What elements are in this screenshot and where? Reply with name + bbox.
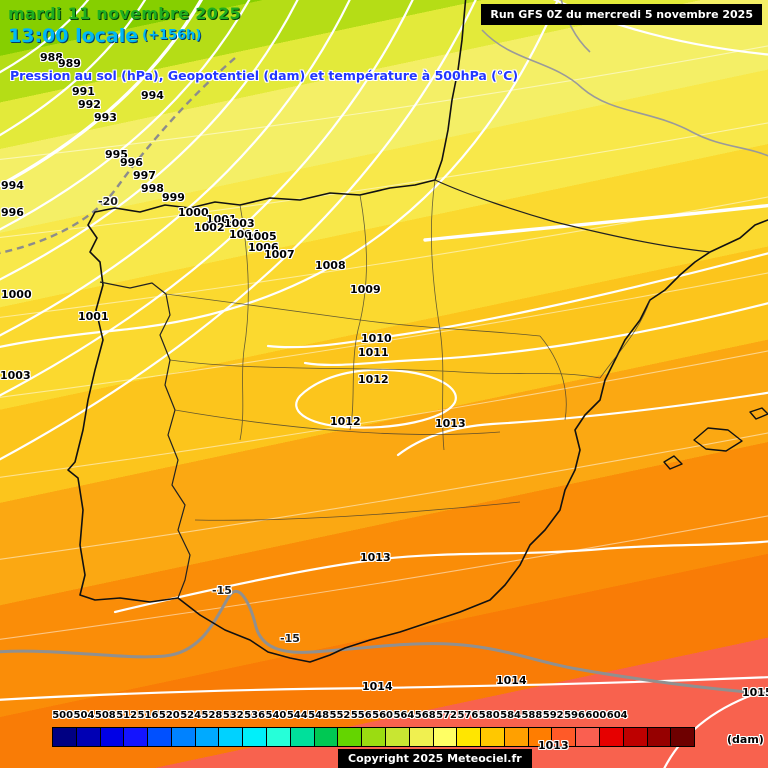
legend-color-cell (528, 728, 553, 746)
thin-white-contours (0, 45, 768, 640)
legend-value: 544 (286, 710, 308, 721)
legend-value: 588 (521, 710, 543, 721)
legend-color-cell (290, 728, 315, 746)
legend-color-cell (53, 728, 77, 746)
legend-value: 576 (457, 710, 479, 721)
isotherm-minus20-line (0, 57, 236, 255)
isotherm-minus15-line (0, 590, 768, 696)
legend-value: 568 (414, 710, 436, 721)
legend-value: 512 (116, 710, 138, 721)
legend-value: 552 (329, 710, 351, 721)
legend-value: 528 (201, 710, 223, 721)
legend-value: 596 (564, 710, 585, 721)
legend-color-cell (76, 728, 101, 746)
legend-color-cell (623, 728, 648, 746)
legend-color-cell (267, 728, 291, 746)
forecast-time: 13:00 locale (+156h) (8, 25, 201, 47)
map-subtitle: Pression au sol (hPa), Geopotentiel (dam… (10, 68, 519, 83)
river-lines (481, 0, 768, 157)
legend-color-cell (243, 728, 268, 746)
legend-value: 516 (137, 710, 159, 721)
legend-unit: (dam) (727, 733, 764, 746)
legend-value: 508 (94, 710, 116, 721)
legend-color-cell (124, 728, 149, 746)
legend-value: 500 (52, 710, 74, 721)
islands-outline (663, 407, 768, 470)
legend-color-cell (148, 728, 172, 746)
legend-color-cell (219, 728, 244, 746)
legend-value: 524 (180, 710, 202, 721)
copyright-banner: Copyright 2025 Meteociel.fr (338, 749, 532, 768)
legend-value: 564 (393, 710, 415, 721)
legend-colorbar (52, 727, 695, 747)
legend-value: 592 (542, 710, 564, 721)
legend-value: 548 (308, 710, 330, 721)
legend-value: 504 (73, 710, 95, 721)
legend-value: 604 (606, 710, 628, 721)
legend-value: 580 (478, 710, 500, 721)
legend-color-cell (100, 728, 125, 746)
legend-color-cell (385, 728, 410, 746)
legend-value: 600 (585, 710, 607, 721)
legend-color-cell (481, 728, 505, 746)
legend-color-cell (552, 728, 577, 746)
legend-value: 540 (265, 710, 287, 721)
legend-color-cell (671, 728, 695, 746)
legend-value: 572 (436, 710, 457, 721)
legend-color-cell (171, 728, 196, 746)
legend-color-cell (647, 728, 672, 746)
forecast-date: mardi 11 novembre 2025 (8, 4, 241, 23)
model-run-info: Run GFS 0Z du mercredi 5 novembre 2025 (481, 4, 762, 25)
legend-color-cell (576, 728, 600, 746)
legend-color-cell (433, 728, 458, 746)
legend-value: 584 (500, 710, 521, 721)
legend-color-cell (457, 728, 482, 746)
forecast-offset: (+156h) (142, 28, 202, 43)
forecast-time-text: 13:00 locale (8, 25, 139, 47)
legend-color-cell (314, 728, 339, 746)
legend-color-cell (338, 728, 363, 746)
legend-color-cell (409, 728, 434, 746)
country-borders (99, 179, 711, 599)
legend-color-cell (362, 728, 386, 746)
legend-color-cell (599, 728, 624, 746)
region-borders (165, 179, 651, 521)
legend-value: 536 (244, 710, 266, 721)
legend-color-cell (195, 728, 220, 746)
legend-color-cell (504, 728, 529, 746)
legend-value: 532 (222, 710, 244, 721)
legend-value: 560 (372, 710, 394, 721)
legend-values: 500 504 508 512 516 520 524 528 532 536 540 544 548 5… (52, 710, 628, 721)
isobar-lines-thick (0, 0, 768, 242)
legend-value: 520 (158, 710, 180, 721)
legend-value: 556 (350, 710, 372, 721)
coastline (67, 0, 768, 663)
